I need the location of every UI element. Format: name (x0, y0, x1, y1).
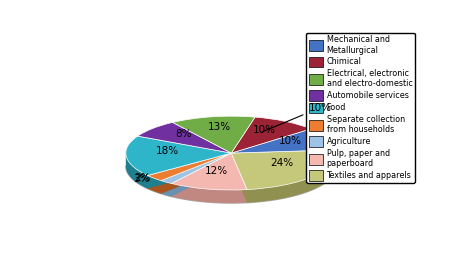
Text: 8%: 8% (175, 129, 192, 139)
Text: 3%: 3% (133, 173, 150, 184)
Wedge shape (231, 117, 311, 153)
Wedge shape (126, 136, 231, 176)
Polygon shape (126, 150, 148, 189)
Polygon shape (247, 150, 337, 203)
Text: 12%: 12% (205, 166, 228, 176)
Polygon shape (126, 166, 337, 203)
Polygon shape (148, 150, 231, 189)
Wedge shape (231, 150, 337, 190)
Polygon shape (161, 150, 231, 194)
Polygon shape (231, 150, 247, 203)
Polygon shape (171, 150, 231, 196)
Legend: Mechanical and
Metallurgical, Chimical, Electrical, electronic
and electro-domes: Mechanical and Metallurgical, Chimical, … (307, 33, 415, 183)
Wedge shape (138, 122, 231, 153)
Text: 18%: 18% (156, 146, 179, 156)
Wedge shape (148, 153, 231, 181)
Wedge shape (231, 129, 336, 153)
Text: 24%: 24% (271, 158, 293, 169)
Polygon shape (171, 150, 231, 196)
Polygon shape (161, 177, 171, 196)
Wedge shape (173, 116, 255, 153)
Polygon shape (231, 150, 247, 203)
Text: 10%: 10% (263, 103, 332, 132)
Text: 10%: 10% (279, 136, 302, 146)
Polygon shape (171, 180, 247, 203)
Polygon shape (161, 150, 231, 194)
Wedge shape (161, 153, 231, 184)
Text: 2%: 2% (134, 173, 151, 182)
Text: 10%: 10% (253, 125, 276, 135)
Wedge shape (171, 153, 247, 190)
Polygon shape (148, 150, 231, 189)
Polygon shape (148, 172, 161, 194)
Text: 13%: 13% (208, 122, 231, 132)
